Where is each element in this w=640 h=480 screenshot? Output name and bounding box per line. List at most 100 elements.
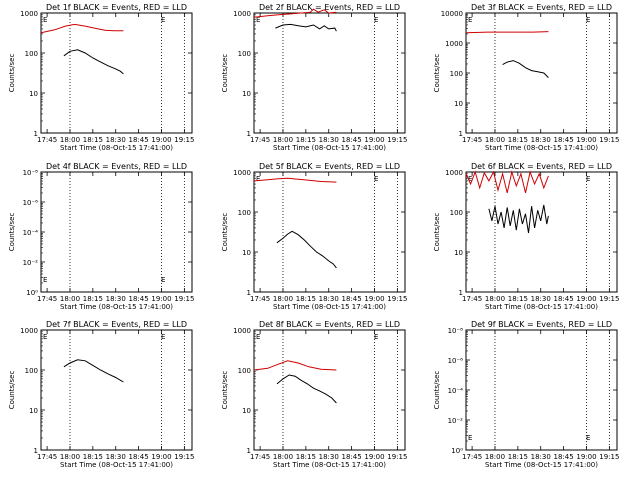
panel-title: Det 5f BLACK = Events, RED = LLD xyxy=(259,162,400,171)
x-axis-label: Start Time (08-Oct-15 17:41:00) xyxy=(60,461,173,469)
y-tick-label: 100 xyxy=(25,367,38,375)
flag-marker: E xyxy=(374,333,378,341)
panel-title: Det 8f BLACK = Events, RED = LLD xyxy=(259,320,400,329)
flag-marker: E xyxy=(43,276,47,284)
y-tick-label: 10⁰ xyxy=(451,447,463,455)
x-tick-label: 19:15 xyxy=(387,295,407,303)
flag-marker: E xyxy=(161,276,165,284)
plot-frame xyxy=(40,329,193,451)
x-tick-label: 17:45 xyxy=(462,136,482,144)
y-tick-label: 10 xyxy=(454,100,463,108)
y-tick-label: 10 xyxy=(242,90,251,98)
x-tick-label: 18:30 xyxy=(106,136,126,144)
series-line-events xyxy=(275,23,337,32)
y-tick-label: 10 xyxy=(29,90,38,98)
x-tick-label: 18:00 xyxy=(273,295,293,303)
y-tick-label: 1 xyxy=(247,130,251,138)
x-tick-label: 19:15 xyxy=(174,136,194,144)
y-axis-label: Counts/sec xyxy=(433,54,441,93)
x-axis-label: Start Time (08-Oct-15 17:41:00) xyxy=(273,144,386,152)
y-tick-label: 1000 xyxy=(233,169,251,177)
plot-frame xyxy=(40,12,193,134)
y-tick-label: 10⁻⁶ xyxy=(448,357,464,365)
x-tick-label: 18:00 xyxy=(485,295,505,303)
x-tick-label: 18:30 xyxy=(319,453,339,461)
x-tick-label: 19:00 xyxy=(364,453,384,461)
flag-marker: E xyxy=(586,175,590,183)
y-tick-label: 10⁰ xyxy=(26,289,38,297)
flag-marker: E xyxy=(468,16,472,24)
x-tick-label: 17:45 xyxy=(37,295,57,303)
x-tick-label: 18:45 xyxy=(342,453,362,461)
y-tick-label: 1000 xyxy=(233,10,251,18)
x-axis-label: Start Time (08-Oct-15 17:41:00) xyxy=(485,144,598,152)
y-tick-label: 10⁻² xyxy=(23,259,39,267)
series-line-events xyxy=(276,230,337,269)
y-tick-label: 100 xyxy=(450,209,463,217)
series-line-events xyxy=(63,49,124,75)
flag-marker: E xyxy=(586,434,590,442)
x-tick-label: 18:45 xyxy=(554,453,574,461)
y-axis-label: Counts/sec xyxy=(433,371,441,410)
x-tick-label: 17:45 xyxy=(462,453,482,461)
series-line-events xyxy=(502,60,549,78)
x-axis-label: Start Time (08-Oct-15 17:41:00) xyxy=(485,461,598,469)
flag-marker: E xyxy=(468,175,472,183)
flag-marker: E xyxy=(43,16,47,24)
series-line-events xyxy=(63,359,124,383)
x-tick-label: 19:15 xyxy=(387,136,407,144)
x-tick-label: 19:15 xyxy=(599,136,619,144)
x-tick-label: 18:00 xyxy=(485,136,505,144)
x-tick-label: 18:15 xyxy=(296,295,316,303)
flag-marker: E xyxy=(161,16,165,24)
x-tick-label: 18:15 xyxy=(508,453,528,461)
series-line-lld xyxy=(253,360,337,371)
x-tick-label: 18:30 xyxy=(531,136,551,144)
y-tick-label: 1 xyxy=(247,447,251,455)
flag-marker: E xyxy=(161,333,165,341)
x-tick-label: 17:45 xyxy=(250,453,270,461)
flag-marker: E xyxy=(256,16,260,24)
y-tick-label: 1000 xyxy=(20,10,38,18)
y-axis-label: Counts/sec xyxy=(221,371,229,410)
x-tick-label: 18:00 xyxy=(273,453,293,461)
y-axis-label: Counts/sec xyxy=(8,54,16,93)
plot-frame xyxy=(253,329,406,451)
series-line-lld xyxy=(465,170,549,194)
series-line-lld xyxy=(253,177,337,183)
panel-title: Det 6f BLACK = Events, RED = LLD xyxy=(471,162,612,171)
y-tick-label: 1 xyxy=(34,447,38,455)
y-tick-label: 10⁻⁸ xyxy=(448,327,464,335)
plot-frame xyxy=(465,329,618,451)
x-tick-label: 19:00 xyxy=(576,295,596,303)
x-tick-label: 18:15 xyxy=(508,136,528,144)
y-tick-label: 10⁻⁸ xyxy=(23,169,39,177)
flag-marker: E xyxy=(374,16,378,24)
y-tick-label: 100 xyxy=(238,50,251,58)
series-line-lld xyxy=(253,8,337,18)
flag-marker: E xyxy=(586,16,590,24)
x-tick-label: 18:15 xyxy=(83,453,103,461)
x-tick-label: 18:30 xyxy=(106,453,126,461)
x-tick-label: 18:15 xyxy=(83,295,103,303)
y-axis-label: Counts/sec xyxy=(221,54,229,93)
panel-title: Det 1f BLACK = Events, RED = LLD xyxy=(46,3,187,12)
y-tick-label: 100 xyxy=(238,367,251,375)
plot-frame xyxy=(253,171,406,293)
y-tick-label: 10⁻⁴ xyxy=(448,387,464,395)
panel-title: Det 9f BLACK = Events, RED = LLD xyxy=(471,320,612,329)
y-tick-label: 1000 xyxy=(445,40,463,48)
x-tick-label: 18:30 xyxy=(319,295,339,303)
x-tick-label: 19:00 xyxy=(151,295,171,303)
x-axis-label: Start Time (08-Oct-15 17:41:00) xyxy=(273,303,386,311)
x-tick-label: 17:45 xyxy=(250,136,270,144)
x-tick-label: 19:00 xyxy=(364,136,384,144)
x-tick-label: 18:15 xyxy=(508,295,528,303)
x-tick-label: 17:45 xyxy=(462,295,482,303)
x-tick-label: 18:30 xyxy=(319,136,339,144)
